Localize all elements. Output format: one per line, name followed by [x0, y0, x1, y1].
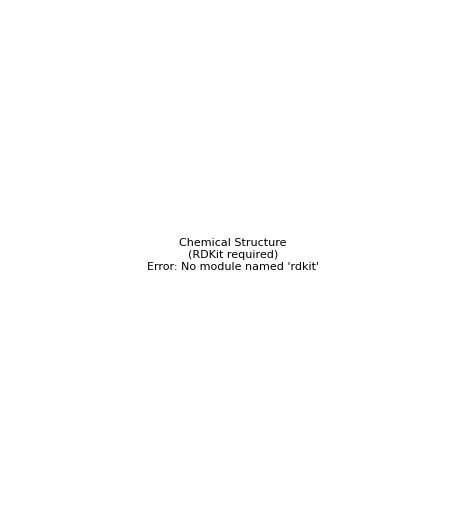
Text: Chemical Structure
(RDKit required)
Error: No module named 'rdkit': Chemical Structure (RDKit required) Erro…: [147, 238, 319, 271]
